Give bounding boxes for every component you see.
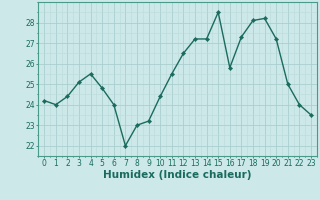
- X-axis label: Humidex (Indice chaleur): Humidex (Indice chaleur): [103, 170, 252, 180]
